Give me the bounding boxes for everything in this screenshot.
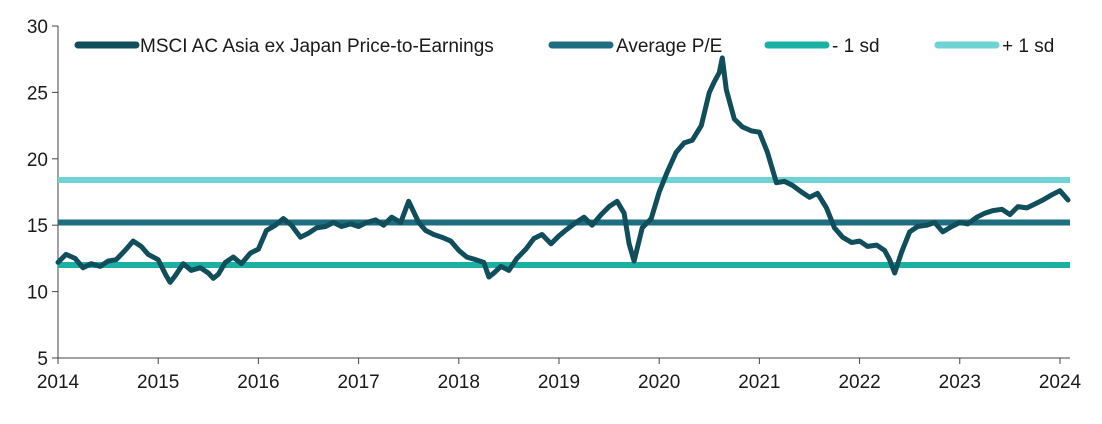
y-tick-label: 30 — [27, 17, 48, 38]
y-tick-label: 5 — [37, 349, 48, 370]
x-tick-label: 2022 — [838, 372, 880, 393]
legend-label-1: Average P/E — [616, 36, 722, 57]
x-tick-label: 2014 — [37, 372, 80, 393]
reference-lines — [58, 177, 1070, 269]
axes: 5 10 15 20 25 30 2014 2015 2016 2017 2018 2019 2020 2… — [27, 17, 1082, 393]
legend: MSCI AC Asia ex Japan Price-to-Earnings A… — [74, 36, 1054, 57]
y-tick-label: 15 — [27, 216, 48, 237]
series-line-0 — [55, 55, 1071, 285]
legend-label-3: + 1 sd — [1002, 36, 1054, 57]
y-tick-label: 10 — [27, 283, 48, 304]
x-tick-label: 2016 — [237, 372, 279, 393]
pe-series — [55, 55, 1071, 285]
y-tick-label: 25 — [27, 83, 48, 104]
x-tick-label: 2015 — [137, 372, 179, 393]
x-tick-label: 2017 — [337, 372, 379, 393]
x-tick-label: 2024 — [1039, 372, 1082, 393]
x-tick-label: 2021 — [738, 372, 780, 393]
legend-label-2: - 1 sd — [832, 36, 880, 57]
x-tick-label: 2018 — [438, 372, 480, 393]
x-tick-label: 2023 — [939, 372, 981, 393]
legend-label-0: MSCI AC Asia ex Japan Price-to-Earnings — [140, 36, 494, 57]
x-tick-label: 2019 — [538, 372, 580, 393]
x-tick-label: 2020 — [638, 372, 680, 393]
y-tick-label: 20 — [27, 150, 48, 171]
